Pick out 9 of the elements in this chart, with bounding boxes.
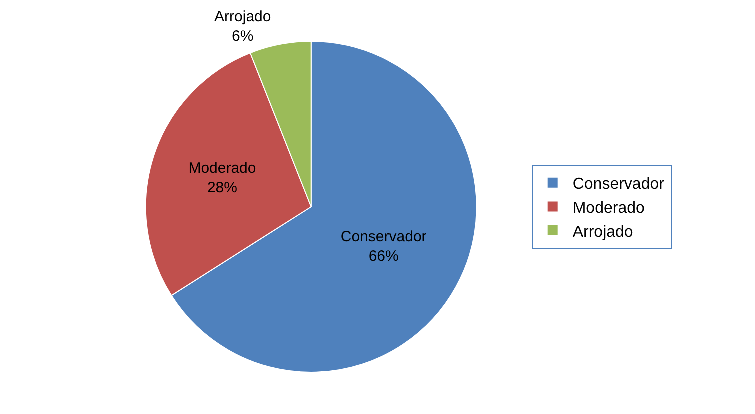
data-label: 66% (368, 248, 399, 266)
slice-label: Conservador (340, 228, 427, 246)
legend-label: Conservador (572, 176, 666, 194)
data-label: 6% (232, 28, 254, 46)
data-label: 28% (207, 179, 238, 196)
legend-label: Arrojado (572, 224, 634, 241)
legend-label: Moderado (572, 200, 645, 217)
slice-label: Arrojado (214, 8, 272, 26)
slice-label: Moderado (188, 160, 256, 177)
